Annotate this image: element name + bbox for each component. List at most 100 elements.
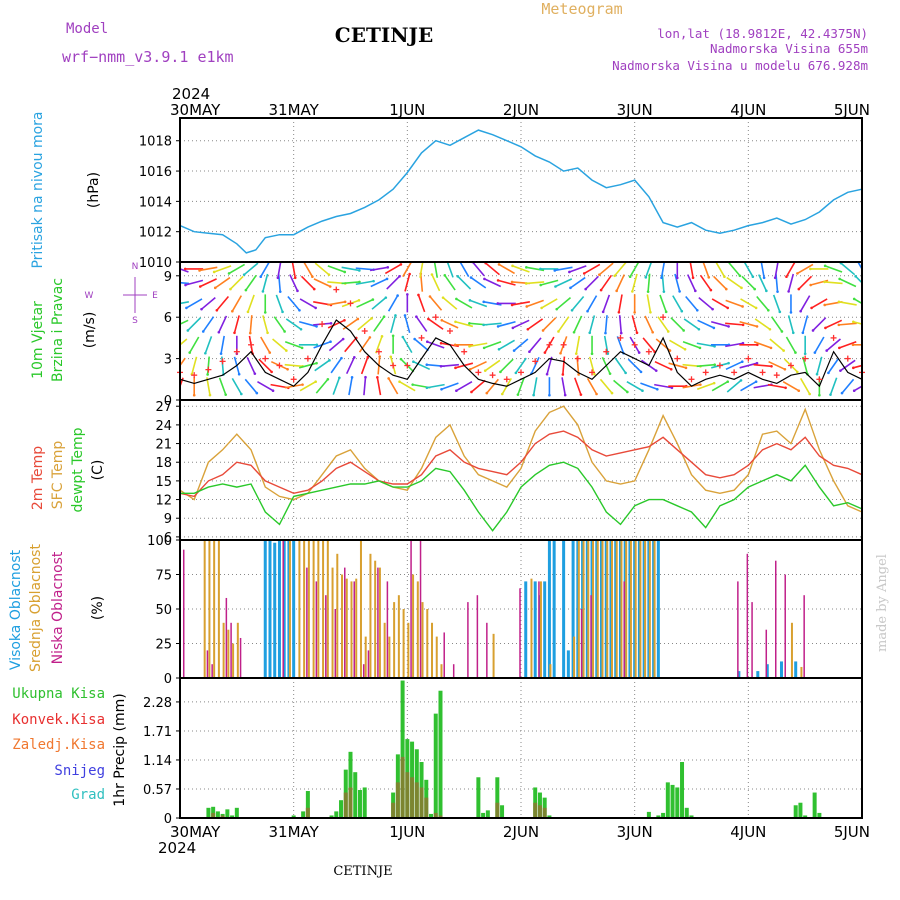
wind-arrow — [517, 377, 525, 395]
wind-arrow-head — [422, 259, 425, 262]
wind-arrow-head — [796, 272, 799, 275]
cloud-bar — [419, 540, 422, 678]
date-tick-top: 30MAY — [170, 101, 221, 119]
wind-arrow-head — [569, 286, 572, 290]
wind-arrow-head — [624, 371, 627, 375]
wind-arrow-head — [680, 309, 684, 313]
wind-arrow-head — [425, 340, 429, 344]
wind-arrow — [275, 294, 284, 313]
wind-arrow-head — [200, 307, 203, 311]
cloud-bar — [746, 553, 749, 678]
wind-arrow — [527, 318, 544, 330]
wind-arrow-head — [389, 355, 393, 359]
wind-arrow — [486, 378, 499, 394]
wind-arrow — [839, 278, 857, 288]
wind-arrow-head — [511, 264, 514, 268]
wind-arrow-head — [823, 303, 827, 307]
cloud-bar — [334, 609, 337, 678]
wind-arrow — [554, 266, 573, 272]
wind-arrow-head — [753, 287, 756, 291]
wind-arrow — [857, 262, 862, 271]
wind-arrow-head — [599, 288, 603, 292]
wind-arrow-head — [799, 309, 802, 313]
cloud-bar — [344, 567, 346, 678]
wind-arrow — [644, 315, 654, 333]
wind-arrow-head — [586, 309, 589, 313]
cloud-bar — [322, 540, 325, 678]
y-tick-label: 2.28 — [143, 696, 172, 711]
wind-arrow — [189, 336, 200, 353]
wind-arrow — [698, 297, 714, 310]
y-tick-label: 1010 — [139, 256, 172, 271]
compass-south: S — [132, 316, 138, 326]
cloud-bar — [519, 588, 521, 678]
cloud-bar — [362, 664, 365, 678]
wind-arrow-head — [613, 274, 616, 278]
wind-arrow-head — [411, 383, 414, 386]
cloud-bar — [737, 581, 739, 678]
precip-total-bar — [429, 813, 434, 818]
station-title: CETINJE — [335, 23, 433, 47]
wind-arrow-head — [468, 345, 471, 348]
wind-arrow-head — [791, 331, 795, 335]
cloud-bar — [325, 595, 327, 678]
wind-arrow-head — [815, 372, 819, 376]
wind-arrow-head — [669, 368, 673, 371]
wind-arrow-head — [353, 356, 356, 359]
date-tick-bottom: 30MAY — [170, 823, 221, 841]
precip-total-bar — [357, 790, 362, 818]
wind-arrow — [370, 278, 388, 288]
cloud-bar — [292, 540, 296, 678]
wind-arrow — [829, 377, 838, 395]
wind-arrow-head — [219, 352, 223, 355]
wind-arrow — [741, 275, 756, 290]
cloud-bar — [656, 540, 660, 678]
wind-arrow — [802, 356, 809, 375]
cloud-bar — [538, 581, 540, 678]
wind-arrow-head — [496, 325, 500, 328]
precip-total-bar — [211, 806, 216, 818]
wind-arrow-head — [286, 368, 289, 371]
precip-total-bar — [665, 782, 670, 818]
wind-arrow — [243, 262, 259, 276]
wind-arrow — [659, 294, 667, 313]
ylabel-pressure: Pritisak na nivou mora — [30, 111, 46, 268]
wind-arrow-head — [329, 322, 333, 325]
wind-arrow — [555, 278, 573, 288]
wind-arrow-head — [412, 360, 415, 363]
wind-arrow — [206, 377, 211, 396]
wind-arrow — [246, 357, 256, 374]
ylabel-temp-2m: 2m Temp — [30, 446, 46, 510]
wind-arrow-head — [315, 361, 318, 365]
wind-arrow-head — [755, 361, 759, 365]
cloud-bar — [345, 578, 348, 678]
wind-arrow — [386, 275, 401, 290]
wind-arrow — [455, 298, 473, 309]
wind-arrow-head — [343, 270, 347, 274]
wind-arrow-head — [698, 346, 702, 350]
wind-arrow — [853, 364, 862, 369]
wind-arrow — [497, 320, 516, 328]
wind-arrow — [497, 279, 516, 286]
cloud-bar — [634, 540, 637, 678]
wind-arrow — [498, 339, 515, 350]
ylabel-wind-unit: (m/s) — [82, 312, 98, 349]
wind-arrow-head — [697, 327, 701, 331]
top-date-labels: 30MAY 31MAY 1JUN 2JUN 3JUN 4JUN 5JUN — [170, 101, 870, 119]
wind-arrow-head — [255, 391, 259, 395]
wind-arrow-head — [378, 355, 382, 358]
wind-arrow-head — [639, 370, 643, 374]
wind-arrow-head — [525, 305, 529, 308]
wind-arrow — [180, 377, 184, 389]
wind-arrow-head — [500, 392, 504, 396]
cloud-bar — [530, 578, 533, 678]
wind-arrow-head — [713, 345, 716, 348]
wind-arrow-head — [854, 275, 857, 278]
wind-arrow — [853, 298, 862, 305]
cloud-bar — [350, 581, 353, 678]
precip-total-bar — [817, 812, 822, 818]
cloud-bar — [587, 540, 590, 678]
wind-arrow — [415, 316, 428, 332]
cloud-bar — [794, 661, 798, 678]
